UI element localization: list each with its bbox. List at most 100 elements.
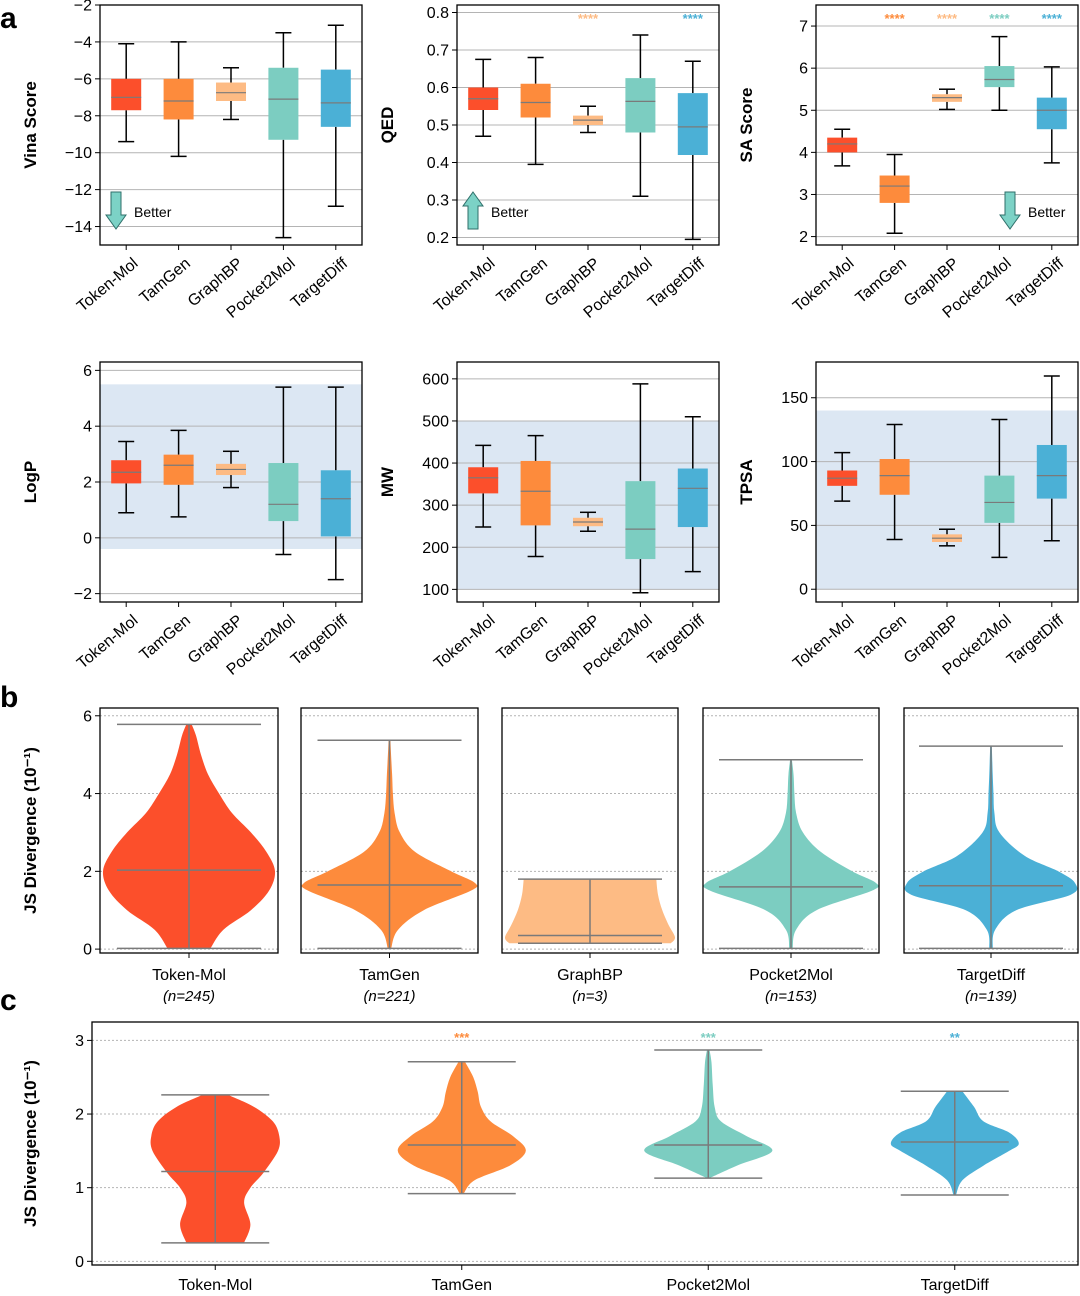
box-body	[677, 468, 708, 528]
x-tick-label: TargetDiff	[288, 255, 352, 312]
box-GraphBP	[932, 528, 962, 547]
x-tick-label: TargetDiff	[1004, 612, 1068, 669]
significance-stars: ***	[701, 1030, 717, 1045]
violin-panel-c: Token-Mol *** TamGen *** Pocket2Mol ** TargetD…	[21, 1021, 1079, 1294]
box-body	[879, 459, 910, 495]
x-tick-label: TamGen	[359, 967, 419, 984]
y-tick-label: −4	[74, 34, 92, 51]
plot-area	[100, 5, 362, 245]
significance-stars: ****	[884, 11, 905, 26]
y-axis-label: LogP	[21, 461, 40, 504]
box-GraphBP	[216, 450, 246, 489]
boxplot-logp: Token-MolTamGenGraphBPPocket2MolTargetDi…	[21, 361, 363, 679]
y-axis-label: QED	[378, 107, 397, 144]
y-tick-label: 0	[83, 530, 92, 547]
y-axis-label: TPSA	[737, 459, 756, 504]
y-tick-label: 0.4	[427, 155, 449, 172]
box-body	[677, 93, 708, 155]
y-tick-label: 100	[781, 454, 808, 471]
plot-frame	[91, 1021, 1079, 1266]
x-tick-label: TamGen	[432, 1277, 492, 1294]
x-tick-label: TargetDiff	[645, 255, 709, 312]
box-body	[268, 67, 299, 140]
box-TargetDiff: ****	[677, 11, 708, 241]
y-tick-label: 500	[422, 413, 449, 430]
x-tick-label: TargetDiff	[1004, 255, 1068, 312]
box-body	[163, 78, 194, 120]
x-tick-label: Token-Mol	[74, 612, 141, 672]
y-tick-label: 600	[422, 371, 449, 388]
box-body	[520, 460, 551, 526]
box-body	[163, 454, 194, 485]
y-tick-label: 1	[75, 1180, 84, 1197]
y-tick-label: 5	[799, 103, 808, 120]
box-body	[984, 66, 1015, 88]
better-annotation: Better	[1028, 204, 1066, 220]
violin-TamGen: *** TamGen	[397, 1030, 526, 1294]
y-tick-label: 2	[799, 229, 808, 246]
y-tick-label: 0.5	[427, 118, 449, 135]
violin-Token-Mol: Token-Mol	[150, 1094, 280, 1294]
x-tick-label: Token-Mol	[178, 1277, 252, 1294]
box-GraphBP: ****	[932, 11, 962, 111]
x-tick-label: GraphBP	[557, 967, 623, 984]
panel-label-a: a	[0, 2, 17, 35]
y-tick-label: 0.6	[427, 80, 449, 97]
x-tick-label: TargetDiff	[921, 1277, 990, 1294]
significance-stars: ****	[683, 11, 704, 26]
box-Pocket2Mol	[625, 34, 656, 197]
box-body	[625, 78, 656, 133]
box-Token-Mol	[827, 451, 858, 502]
significance-stars: ***	[454, 1030, 470, 1045]
violin-GraphBP: GraphBP (n=3)	[501, 707, 679, 1005]
x-tick-label: Token-Mol	[431, 255, 498, 315]
y-axis-label: SA Score	[737, 88, 756, 163]
plot-frame	[456, 361, 720, 603]
y-tick-label: 7	[799, 19, 808, 36]
y-tick-label: 0.8	[427, 5, 449, 22]
y-tick-label: −10	[65, 145, 92, 162]
better-arrow-icon	[999, 191, 1021, 230]
y-tick-label: 300	[422, 498, 449, 515]
panel-label-c: c	[0, 984, 17, 1017]
y-tick-label: −2	[74, 0, 92, 15]
box-body	[827, 137, 858, 153]
box-GraphBP	[216, 67, 246, 121]
box-body	[111, 78, 142, 111]
box-Token-Mol	[827, 128, 858, 167]
y-tick-label: −8	[74, 108, 92, 125]
violin-Pocket2Mol: *** Pocket2Mol	[644, 1030, 773, 1294]
significance-stars: ****	[578, 11, 599, 26]
x-tick-label: Token-Mol	[152, 967, 226, 984]
box-Token-Mol	[468, 58, 499, 137]
x-tick-label: Pocket2Mol	[666, 1277, 750, 1294]
y-tick-label: 150	[781, 390, 808, 407]
box-body	[625, 481, 656, 560]
boxplot-tpsa: Token-MolTamGenGraphBPPocket2MolTargetDi…	[737, 361, 1079, 679]
violin-Token-Mol: Token-Mol (n=245)	[99, 707, 279, 1005]
violin-panel-b: Token-Mol (n=245) 0 2 4 6 JS Divergence (10⁻¹)…	[21, 707, 1079, 1005]
y-tick-label: 3	[75, 1033, 84, 1050]
box-Token-Mol	[111, 440, 142, 514]
sample-size-label: (n=221)	[363, 988, 415, 1005]
x-tick-label: TargetDiff	[957, 967, 1026, 984]
significance-stars: ****	[989, 11, 1010, 26]
y-tick-label: 0.7	[427, 43, 449, 60]
box-TamGen	[163, 41, 194, 158]
box-body	[320, 69, 351, 127]
box-body	[1036, 444, 1067, 499]
y-axis-label: JS Divergence (10⁻¹)	[21, 747, 40, 914]
y-tick-label: 6	[799, 61, 808, 78]
box-Pocket2Mol	[625, 383, 656, 594]
box-body	[216, 82, 246, 101]
y-tick-label: 2	[75, 1107, 84, 1124]
box-Token-Mol	[468, 444, 499, 528]
box-TamGen	[520, 434, 551, 558]
box-body	[268, 463, 299, 522]
plot-frame	[99, 4, 363, 246]
boxplot-mw: Token-MolTamGenGraphBPPocket2MolTargetDi…	[378, 361, 720, 679]
box-TamGen	[520, 56, 551, 166]
violin-TargetDiff: ** TargetDiff	[890, 1030, 1019, 1294]
y-axis-label: Vina Score	[21, 81, 40, 169]
